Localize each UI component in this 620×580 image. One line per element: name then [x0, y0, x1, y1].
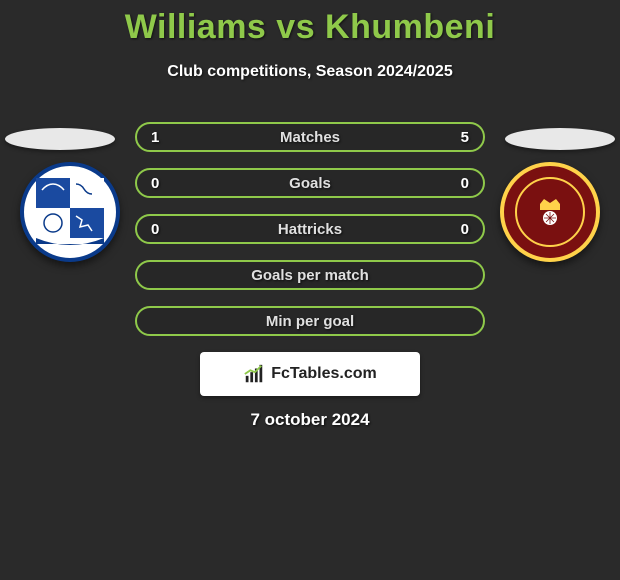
chart-icon — [243, 363, 265, 385]
stat-left-value: 0 — [151, 175, 181, 192]
stat-label: Hattricks — [181, 221, 439, 238]
stat-label: Goals — [181, 175, 439, 192]
platform-left — [5, 128, 115, 150]
stat-label: Min per goal — [181, 313, 439, 330]
shield-icon — [30, 172, 110, 252]
club-crest-left — [20, 162, 120, 262]
stat-row-matches: 1 Matches 5 — [135, 122, 485, 152]
club-crest-right — [500, 162, 600, 262]
platform-right — [505, 128, 615, 150]
page-title: Williams vs Khumbeni — [0, 0, 620, 47]
stat-row-min-per-goal: Min per goal — [135, 306, 485, 336]
stat-left-value: 1 — [151, 129, 181, 146]
crown-ball-icon — [532, 194, 568, 230]
stat-label: Matches — [181, 129, 439, 146]
stat-right-value: 5 — [439, 129, 469, 146]
stat-right-value: 0 — [439, 221, 469, 238]
branding-text: FcTables.com — [271, 365, 377, 383]
stat-label: Goals per match — [181, 267, 439, 284]
page-subtitle: Club competitions, Season 2024/2025 — [0, 63, 620, 81]
stat-right-value: 0 — [439, 175, 469, 192]
stat-row-goals-per-match: Goals per match — [135, 260, 485, 290]
branding-badge: FcTables.com — [200, 352, 420, 396]
stat-left-value: 0 — [151, 221, 181, 238]
crest-right-inner — [515, 177, 585, 247]
date-label: 7 october 2024 — [0, 410, 620, 430]
stat-row-hattricks: 0 Hattricks 0 — [135, 214, 485, 244]
stats-container: 1 Matches 5 0 Goals 0 0 Hattricks 0 Goal… — [135, 122, 485, 352]
stat-row-goals: 0 Goals 0 — [135, 168, 485, 198]
